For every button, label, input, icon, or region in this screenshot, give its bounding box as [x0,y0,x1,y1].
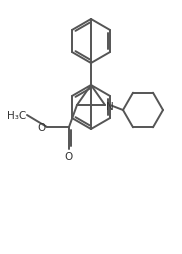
Text: N: N [106,102,114,112]
Text: H₃C: H₃C [7,110,26,121]
Text: O: O [38,122,46,133]
Text: O: O [65,151,73,161]
